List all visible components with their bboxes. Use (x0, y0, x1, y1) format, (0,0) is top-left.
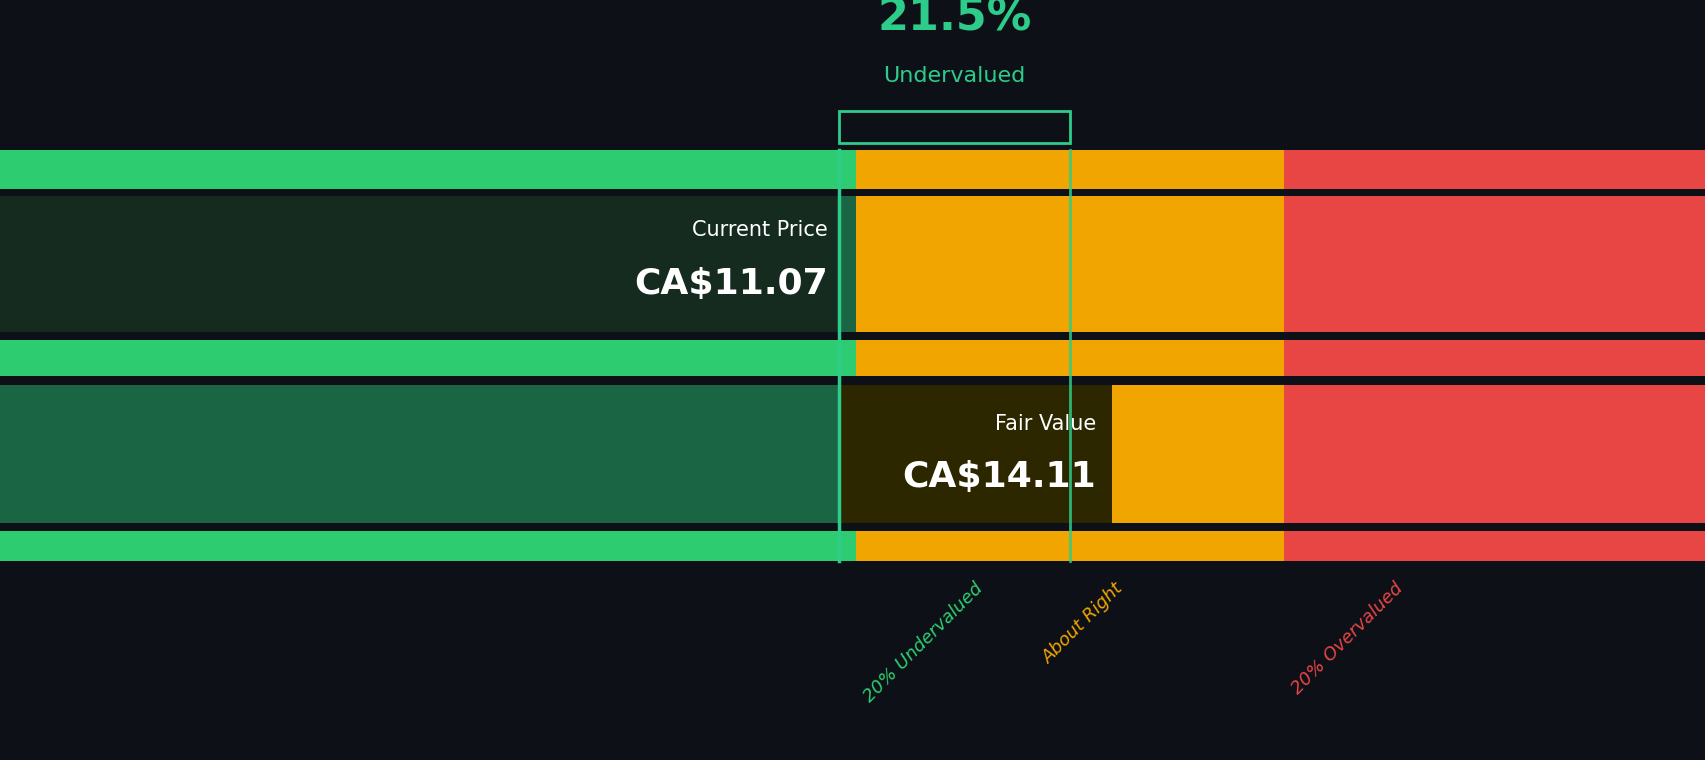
Bar (856, 385, 1284, 523)
Bar (856, 150, 1284, 189)
Bar (839, 111, 1069, 143)
Bar (0, 385, 856, 523)
Bar (0, 196, 856, 332)
Bar (856, 340, 1284, 375)
Bar (0, 340, 856, 375)
Text: 20% Overvalued: 20% Overvalued (1287, 579, 1405, 698)
Text: 20% Undervalued: 20% Undervalued (859, 579, 985, 705)
Text: 21.5%: 21.5% (876, 0, 1032, 40)
Bar (1284, 340, 1705, 375)
Bar (839, 385, 1112, 523)
Bar (1284, 196, 1705, 332)
Text: About Right: About Right (1038, 579, 1127, 667)
Bar (1284, 385, 1705, 523)
Bar (1284, 530, 1705, 561)
Bar (0, 196, 839, 332)
Bar (0, 530, 856, 561)
Text: CA$11.07: CA$11.07 (634, 268, 827, 302)
Bar (0, 150, 856, 189)
Bar (1284, 150, 1705, 189)
Text: Undervalued: Undervalued (883, 65, 1025, 86)
Bar (856, 530, 1284, 561)
Text: CA$14.11: CA$14.11 (902, 461, 1096, 494)
Text: Fair Value: Fair Value (994, 413, 1096, 433)
Bar (856, 196, 1284, 332)
Text: Current Price: Current Price (692, 220, 827, 240)
